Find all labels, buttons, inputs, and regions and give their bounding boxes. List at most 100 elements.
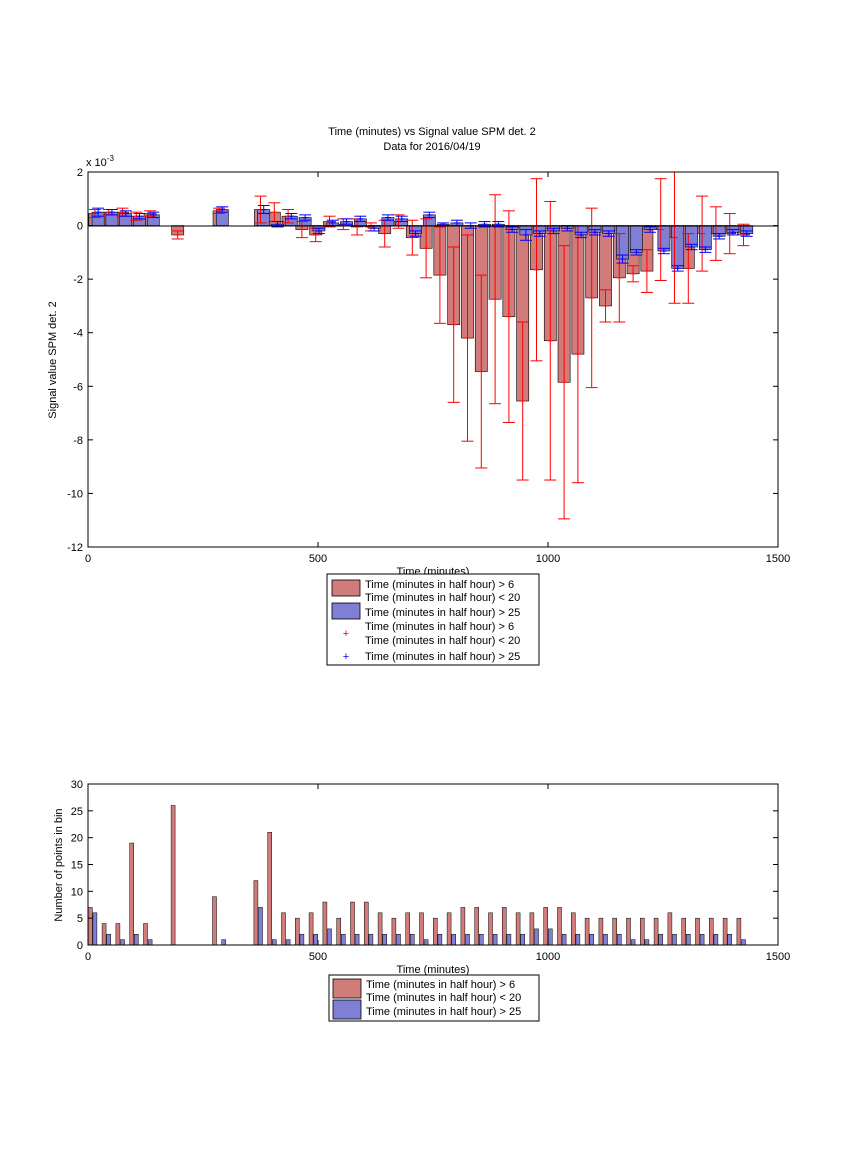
red-count-bar bbox=[115, 923, 121, 946]
red-count-bar bbox=[543, 907, 548, 946]
blue-count-bar bbox=[672, 934, 677, 946]
blue-count-bar bbox=[506, 934, 512, 946]
blue-count-bar bbox=[354, 934, 360, 946]
blue-count-bar bbox=[644, 939, 650, 946]
blue-count-bar bbox=[575, 934, 581, 946]
red-count-bar bbox=[322, 901, 328, 946]
y-tick-label: -8 bbox=[73, 435, 83, 447]
blue-count-bar bbox=[368, 934, 374, 946]
count-bars-layer bbox=[88, 805, 746, 946]
y-exponent-label: x 10-3 bbox=[86, 154, 114, 169]
y-tick-label: 0 bbox=[77, 940, 83, 952]
y-tick-label: 5 bbox=[77, 913, 83, 925]
legend-swatch-red-bar bbox=[332, 978, 362, 999]
blue-count-bar bbox=[341, 934, 346, 946]
blue-signal-bar bbox=[616, 225, 629, 260]
legend-swatch-blue-bar bbox=[332, 999, 362, 1020]
red-count-bar bbox=[736, 917, 742, 946]
blue-count-bar bbox=[106, 934, 111, 946]
blue-signal-bar bbox=[629, 225, 643, 253]
x-axis-label: Time (minutes) bbox=[397, 964, 470, 976]
blue-count-bar bbox=[423, 939, 429, 946]
blue-count-bar bbox=[686, 934, 691, 946]
x-tick-label: 1500 bbox=[766, 553, 790, 565]
red-count-bar bbox=[653, 917, 659, 946]
red-count-bar bbox=[695, 917, 700, 946]
y-tick-label: -4 bbox=[73, 328, 83, 340]
red-count-bar bbox=[571, 912, 576, 946]
red-count-bar bbox=[446, 912, 452, 946]
legend-entry: Time (minutes in half hour) > 25 bbox=[365, 651, 520, 663]
blue-count-bar bbox=[299, 934, 305, 946]
red-count-bar bbox=[308, 912, 314, 946]
red-count-bar bbox=[681, 917, 686, 946]
red-count-bar bbox=[598, 917, 604, 946]
legend-entry: Time (minutes in half hour) > 25 bbox=[365, 607, 520, 619]
y-tick-label: 15 bbox=[71, 860, 83, 872]
red-count-bar bbox=[722, 917, 728, 946]
blue-count-bar bbox=[713, 934, 719, 946]
blue-count-bar bbox=[313, 934, 318, 946]
legend-entry: Time (minutes in half hour) > 6 bbox=[365, 579, 514, 591]
blue-count-bar bbox=[134, 934, 139, 946]
red-count-bar bbox=[267, 832, 272, 946]
red-count-bar bbox=[295, 917, 300, 946]
blue-count-bar bbox=[120, 939, 125, 946]
y-tick-label: 0 bbox=[77, 221, 83, 233]
count-y-ticks: 30 25 20 15 10 5 0 bbox=[71, 779, 778, 952]
red-count-bar bbox=[433, 917, 438, 946]
blue-signal-bar bbox=[671, 225, 685, 269]
blue-count-bar bbox=[617, 934, 622, 946]
x-tick-label: 0 bbox=[85, 553, 91, 565]
y-tick-label: -12 bbox=[67, 542, 83, 554]
blue-count-bar bbox=[589, 934, 594, 946]
blue-count-bar bbox=[410, 934, 415, 946]
chart-title: Time (minutes) vs Signal value SPM det. … bbox=[328, 126, 535, 138]
red-count-bar bbox=[129, 842, 134, 946]
signal-y-ticks: 2 0 -2 -4 -6 -8 -10 -12 bbox=[67, 167, 778, 554]
chart-subtitle: Data for 2016/04/19 bbox=[383, 141, 480, 153]
red-count-bar bbox=[667, 912, 673, 946]
red-count-bar bbox=[170, 805, 176, 946]
red-count-bar bbox=[515, 912, 521, 946]
blue-count-bar bbox=[727, 934, 732, 946]
legend-entry: Time (minutes in half hour) < 20 bbox=[365, 635, 520, 647]
red-count-bar bbox=[281, 912, 286, 946]
blue-count-bar bbox=[221, 939, 226, 946]
red-count-bar bbox=[405, 912, 410, 946]
red-count-bar bbox=[709, 917, 714, 946]
red-count-bar bbox=[336, 917, 341, 946]
count-legend: Time (minutes in half hour) > 6 Time (mi… bbox=[328, 974, 540, 1022]
red-count-bar bbox=[460, 907, 466, 946]
legend-box bbox=[326, 573, 540, 666]
red-count-bar bbox=[253, 880, 259, 946]
blue-count-bar bbox=[548, 928, 553, 946]
legend-entry: Time (minutes in half hour) > 25 bbox=[366, 1006, 521, 1018]
blue-count-bar bbox=[603, 934, 608, 946]
red-count-bar bbox=[584, 917, 590, 946]
x-tick-label: 500 bbox=[309, 951, 327, 963]
blue-count-bar bbox=[285, 939, 291, 946]
blue-count-bar bbox=[534, 928, 539, 946]
blue-count-bar bbox=[451, 934, 456, 946]
red-count-bar bbox=[612, 917, 617, 946]
legend-entry: Time (minutes in half hour) < 20 bbox=[365, 592, 520, 604]
y-tick-label: 25 bbox=[71, 806, 83, 818]
y-tick-label: 10 bbox=[71, 886, 83, 898]
blue-count-bar bbox=[396, 934, 401, 946]
blue-signal-bar bbox=[698, 225, 712, 250]
y-tick-label: 2 bbox=[77, 167, 83, 179]
blue-signal-bar bbox=[685, 225, 698, 248]
blue-count-bar bbox=[465, 934, 470, 946]
legend-marker-blue-plus: + bbox=[343, 651, 349, 663]
blue-count-bar bbox=[520, 934, 525, 946]
red-count-bar bbox=[350, 901, 355, 946]
blue-count-bar bbox=[479, 934, 484, 946]
signal-axes-box bbox=[87, 171, 779, 548]
legend-entry: Time (minutes in half hour) > 6 bbox=[365, 621, 514, 633]
red-count-bar bbox=[391, 917, 397, 946]
legend-box bbox=[328, 974, 540, 1022]
y-tick-label: -6 bbox=[73, 381, 83, 393]
x-tick-label: 1500 bbox=[766, 951, 790, 963]
